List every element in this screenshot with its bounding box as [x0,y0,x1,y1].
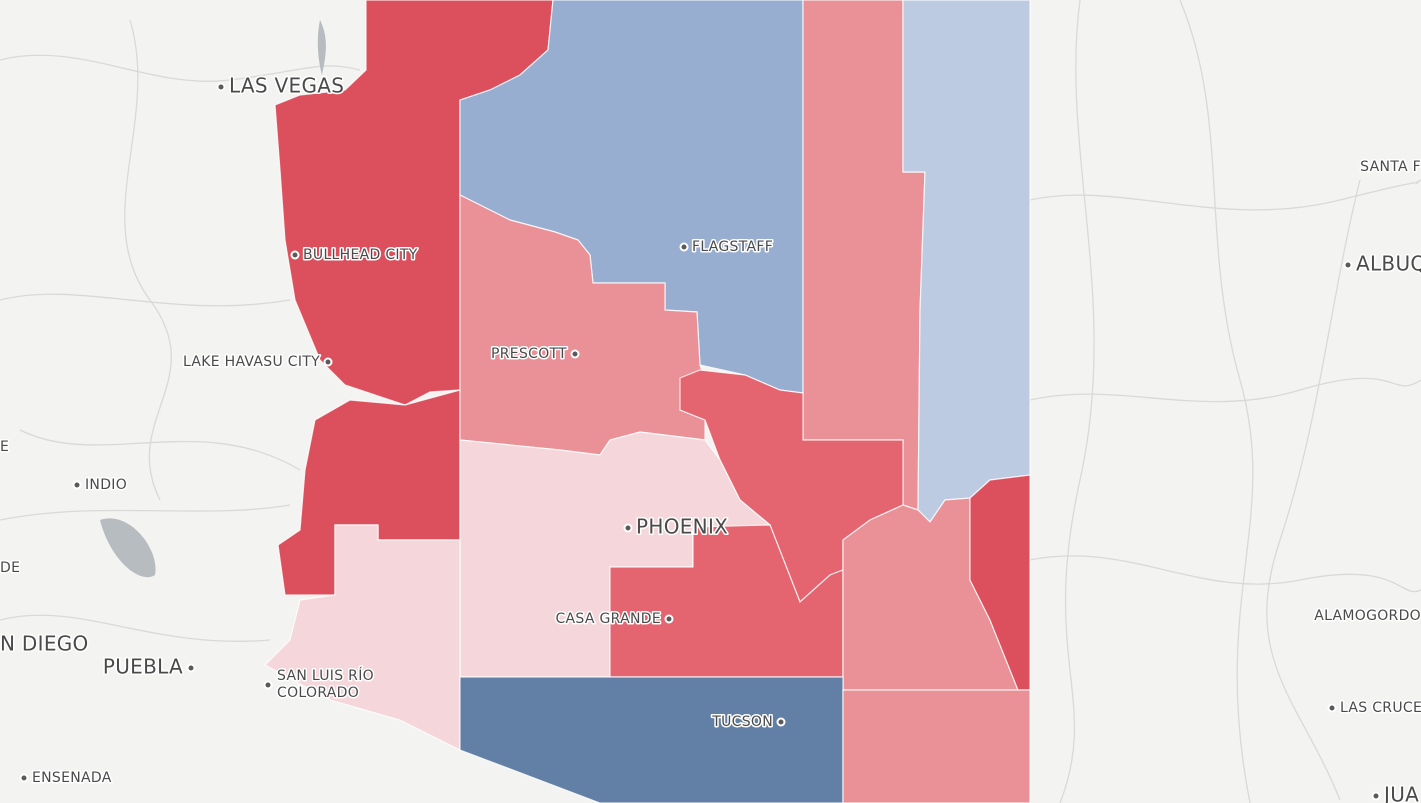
city-dot [664,614,674,624]
city-label: CASA GRANDE [555,611,661,627]
city-dot [623,523,633,533]
city-label: ALBUQ [1356,252,1421,276]
city-label: JUA [1382,783,1419,803]
city-label: FLAGSTAFF [692,239,773,255]
city-dot [216,82,226,92]
city-dot [1371,791,1381,801]
city-label: ENSENADA [32,770,112,786]
city-label: COLORADO [277,685,359,701]
city-label: LAS VEGAS [229,74,344,98]
city-label: PRESCOTT [491,346,567,362]
city-label: SANTA F [1360,159,1421,175]
city-dot [776,717,786,727]
city-dot [290,250,300,260]
city-dot [570,349,580,359]
counties [264,0,1031,803]
city-label: N DIEGO [0,632,89,656]
county [459,676,844,803]
city-label: PUEBLA [103,655,183,679]
city-label: E [0,439,9,455]
county [264,524,461,751]
lake [100,518,156,578]
lake [317,20,326,75]
city-label: LAS CRUCE [1340,700,1421,716]
city-dot [186,663,196,673]
city-dots [19,82,1381,801]
city-label: PHOENIX [636,515,728,539]
county [902,0,1031,523]
city-dot [679,242,689,252]
city-label: DE [0,560,20,576]
county [842,689,1031,803]
city-label: INDIO [85,477,127,493]
city-dot [72,480,82,490]
city-label: BULLHEAD CITY [303,247,418,263]
city-dot [263,680,273,690]
city-label: SAN LUIS RÍO [277,667,374,684]
city-labels: LAS VEGAS BULLHEAD CITY LAKE HAVASU CITY… [0,72,1421,803]
city-dot [323,357,333,367]
city-dot [19,773,29,783]
city-label: ALAMOGORDO [1314,608,1421,624]
city-label: TUCSON [711,714,773,730]
city-label: LAKE HAVASU CITY [183,354,320,370]
city-dot [1327,703,1337,713]
city-dot [1343,260,1353,270]
